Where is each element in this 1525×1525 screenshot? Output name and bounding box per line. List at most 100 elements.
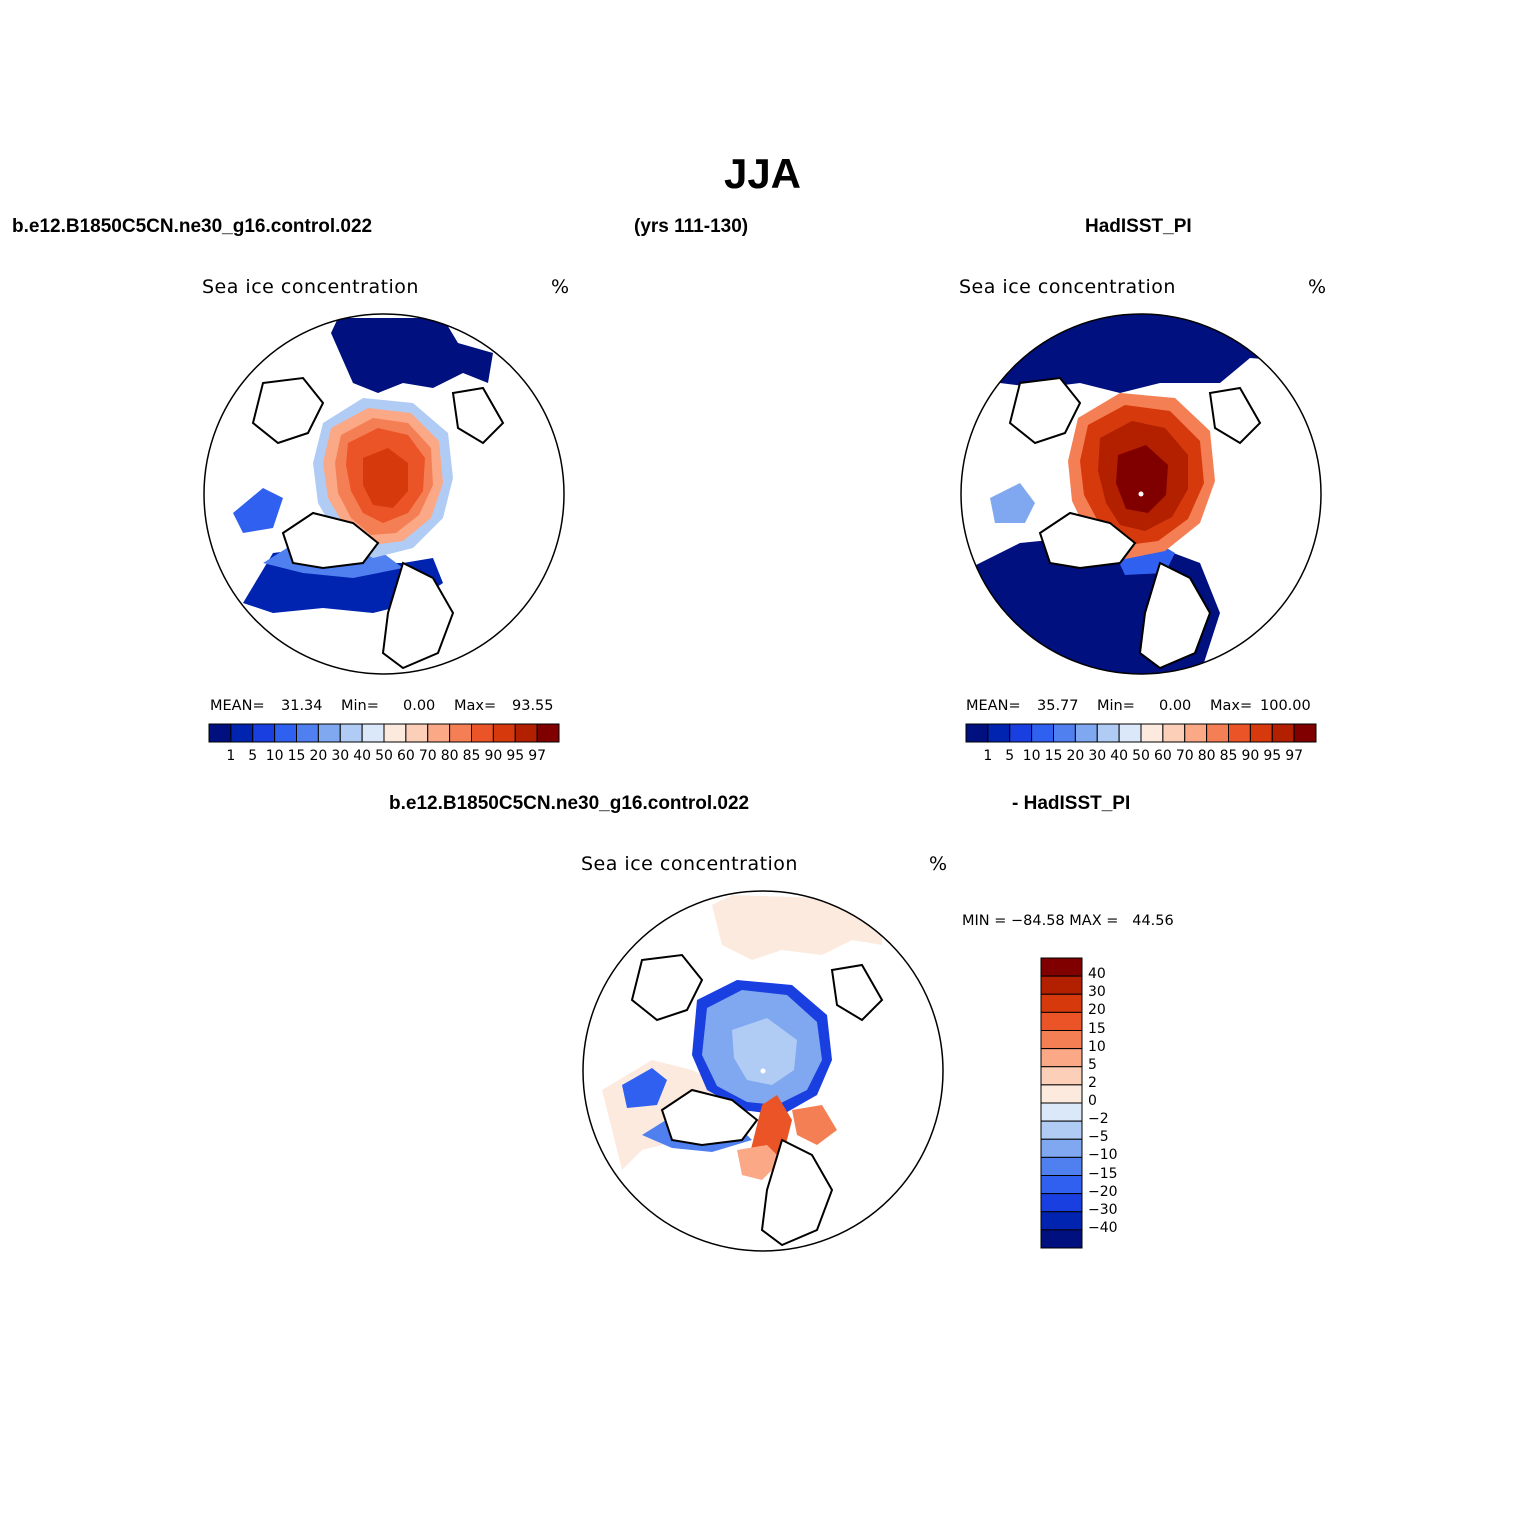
model-colorbar-swatch	[449, 723, 472, 743]
obs-colorbar-swatch	[1184, 723, 1208, 743]
diff-colorbar-tick-label: 5	[1088, 1056, 1097, 1073]
model-colorbar-swatch	[405, 723, 429, 743]
obs-colorbar-tick-label: 1	[983, 748, 993, 764]
model-colorbar-tick-label: 20	[309, 748, 328, 764]
model-colorbar-tick-label: 97	[528, 748, 547, 764]
obs-colorbar-swatch	[1140, 723, 1164, 743]
diff-colorbar-swatch	[1040, 1120, 1083, 1140]
diff-colorbar-tick-label: −10	[1088, 1147, 1118, 1164]
obs-name-label: HadISST_PI	[1085, 216, 1192, 237]
model-max-label: Max=	[454, 698, 497, 714]
model-colorbar-tick-label: 1	[226, 748, 236, 764]
diff-case-label: b.e12.B1850C5CN.ne30_g16.control.022	[389, 793, 750, 814]
model-colorbar-tick-label: 70	[418, 748, 437, 764]
model-colorbar-tick-label: 90	[484, 748, 503, 764]
diff-panel-title: Sea ice concentration	[581, 853, 798, 875]
diff-colorbar-tick-label: −5	[1088, 1129, 1109, 1146]
model-colorbar-swatch	[296, 723, 319, 743]
model-panel-units: %	[551, 276, 570, 298]
diff-colorbar-swatch	[1040, 1211, 1083, 1231]
diff-colorbar-swatch	[1040, 1084, 1083, 1104]
model-colorbar-tick-label: 80	[440, 748, 459, 764]
obs-colorbar-tick-label: 20	[1066, 748, 1085, 764]
obs-colorbar-tick-label: 5	[1005, 748, 1015, 764]
obs-colorbar-tick-label: 90	[1241, 748, 1260, 764]
years-label: (yrs 111-130)	[634, 216, 749, 237]
obs-colorbar-tick-label: 70	[1175, 748, 1194, 764]
diff-colorbar-tick-label: 30	[1088, 984, 1106, 1001]
model-colorbar-swatch	[208, 723, 232, 743]
diff-colorbar-swatch	[1040, 1193, 1083, 1213]
model-min-label: Min=	[341, 698, 379, 714]
model-colorbar-tick-label: 30	[331, 748, 350, 764]
obs-min-value: 0.00	[1159, 698, 1192, 714]
obs-min-label: Min=	[1097, 698, 1135, 714]
model-colorbar-swatch	[427, 723, 451, 743]
obs-max-label: Max=	[1210, 698, 1253, 714]
diff-colorbar-swatch	[1040, 993, 1083, 1013]
diff-colorbar-tick-label: 15	[1088, 1020, 1106, 1037]
diff-colorbar-swatch	[1040, 975, 1083, 995]
diff-obs-label: - HadISST_PI	[1012, 793, 1131, 814]
obs-colorbar-tick-label: 60	[1153, 748, 1172, 764]
diff-colorbar	[1040, 957, 1083, 1249]
diff-colorbar-swatch	[1040, 1156, 1083, 1176]
obs-colorbar-swatch	[987, 723, 1011, 743]
case-name-label: b.e12.B1850C5CN.ne30_g16.control.022	[12, 216, 373, 237]
model-colorbar-swatch	[230, 723, 254, 743]
model-colorbar-tick-label: 5	[248, 748, 258, 764]
model-colorbar-swatch	[339, 723, 363, 743]
obs-colorbar-tick-label: 95	[1263, 748, 1282, 764]
obs-colorbar-tick-label: 97	[1285, 748, 1304, 764]
model-colorbar-swatch	[514, 723, 538, 743]
obs-colorbar-tick-label: 15	[1044, 748, 1063, 764]
diff-colorbar-tick-label: −15	[1088, 1165, 1118, 1182]
diff-colorbar-tick-label: 20	[1088, 1002, 1106, 1019]
diff-colorbar-tick-label: −20	[1088, 1183, 1118, 1200]
diff-colorbar-swatch	[1040, 1175, 1083, 1195]
model-colorbar-swatch	[252, 723, 276, 743]
obs-colorbar-swatch	[1096, 723, 1120, 743]
diff-colorbar-tick-label: 2	[1088, 1074, 1097, 1091]
model-colorbar-tick-label: 95	[506, 748, 525, 764]
obs-colorbar-swatch	[1074, 723, 1098, 743]
obs-panel-units: %	[1308, 276, 1327, 298]
diff-colorbar-swatch	[1040, 1102, 1083, 1122]
figure-title: JJA	[723, 150, 802, 197]
diff-colorbar-swatch	[1040, 1138, 1083, 1158]
diff-colorbar-swatch	[1040, 1011, 1083, 1031]
obs-max-value: 100.00	[1260, 698, 1311, 714]
diff-colorbar-tick-label: −40	[1088, 1219, 1118, 1236]
model-colorbar-swatch	[383, 723, 407, 743]
model-min-value: 0.00	[403, 698, 436, 714]
model-colorbar-tick-label: 40	[353, 748, 372, 764]
model-mean-label: MEAN=	[210, 698, 265, 714]
model-polar-map	[203, 313, 565, 675]
obs-colorbar-tick-label: 50	[1132, 748, 1150, 764]
model-colorbar-swatch	[536, 723, 560, 743]
obs-colorbar-swatch	[1053, 723, 1076, 743]
diff-colorbar-swatch	[1040, 1066, 1083, 1086]
model-colorbar-tick-label: 50	[375, 748, 393, 764]
obs-polar-map	[960, 313, 1322, 675]
obs-colorbar-swatch	[1206, 723, 1229, 743]
diff-colorbar-swatch	[1040, 1030, 1083, 1050]
obs-colorbar-swatch	[1293, 723, 1317, 743]
diff-polar-map	[582, 890, 944, 1252]
obs-colorbar-swatch	[1228, 723, 1251, 743]
model-colorbar-swatch	[274, 723, 297, 743]
diff-colorbar-tick-label: −30	[1088, 1201, 1118, 1218]
model-panel-title: Sea ice concentration	[202, 276, 419, 298]
obs-colorbar-tick-label: 40	[1110, 748, 1129, 764]
obs-colorbar-tick-label: 30	[1088, 748, 1107, 764]
model-colorbar-tick-label: 60	[396, 748, 415, 764]
obs-panel-title: Sea ice concentration	[959, 276, 1176, 298]
diff-colorbar-tick-label: −2	[1088, 1111, 1109, 1128]
obs-colorbar-swatch	[1009, 723, 1033, 743]
model-max-value: 93.55	[512, 698, 554, 714]
obs-colorbar-swatch	[1031, 723, 1054, 743]
model-colorbar-swatch	[361, 723, 385, 743]
diff-minmax-label: MIN = −84.58 MAX = 44.56	[962, 913, 1174, 929]
diff-colorbar-tick-label: 10	[1088, 1038, 1106, 1055]
model-colorbar-swatch	[317, 723, 341, 743]
